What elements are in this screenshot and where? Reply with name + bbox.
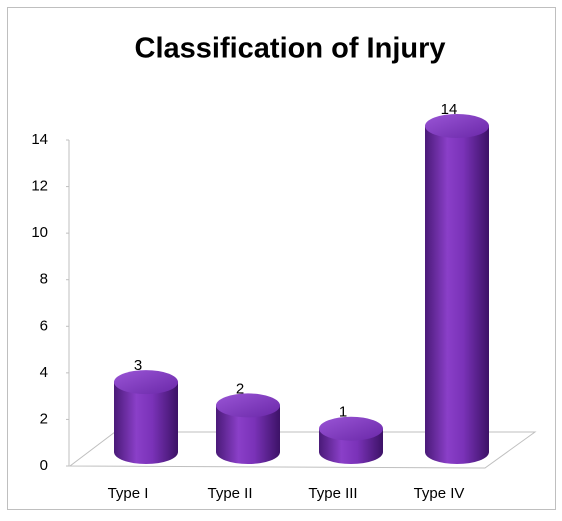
floor <box>68 431 537 469</box>
bar <box>425 114 489 464</box>
data-label: 3 <box>134 357 142 374</box>
y-tick-label: 0 <box>40 457 48 474</box>
data-label: 1 <box>339 404 347 421</box>
cylinder-body <box>425 126 489 464</box>
y-tick-label: 4 <box>40 364 48 381</box>
cylinder-top <box>425 114 489 138</box>
x-tick-label: Type IV <box>414 485 465 502</box>
y-tick-label: 2 <box>40 410 48 427</box>
y-tick-label: 6 <box>40 317 48 334</box>
x-tick-label: Type III <box>308 485 357 502</box>
y-tick-label: 12 <box>31 178 48 195</box>
y-tick-label: 8 <box>40 271 48 288</box>
bar <box>216 393 280 464</box>
cylinder-body <box>216 405 280 464</box>
bar <box>114 370 178 464</box>
chart-title: Classification of Injury <box>135 33 446 65</box>
y-tick-label: 14 <box>31 131 48 148</box>
cylinder-top <box>319 416 383 441</box>
x-tick-label: Type I <box>108 485 149 502</box>
bar <box>319 416 383 464</box>
data-label: 14 <box>441 101 458 118</box>
data-label: 2 <box>236 380 244 397</box>
cylinder-top <box>216 393 280 418</box>
cylinder-top <box>114 370 178 395</box>
cylinder-body <box>114 382 178 464</box>
x-tick-label: Type II <box>207 485 252 502</box>
y-tick-label: 10 <box>31 224 48 241</box>
